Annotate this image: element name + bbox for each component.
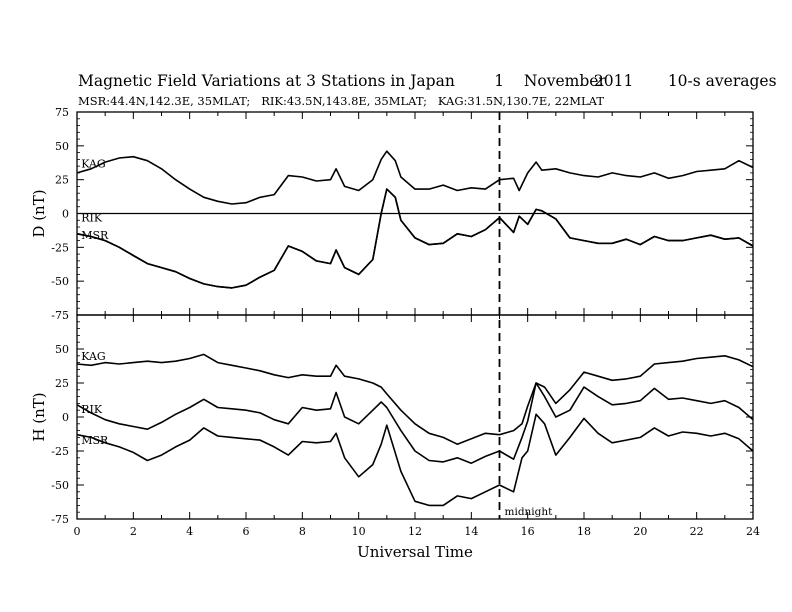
- y-tick-label: 75: [55, 106, 69, 119]
- station-label-rik: RIK: [81, 403, 103, 416]
- series-line-msr: [76, 413, 754, 507]
- x-tick-label: 14: [464, 525, 478, 538]
- title-averaging: 10-s averages: [667, 72, 777, 90]
- y-tick-label: 25: [55, 174, 69, 187]
- series-line-kag: [76, 150, 754, 205]
- y-tick-label: 0: [62, 411, 69, 424]
- x-tick-label: 16: [521, 525, 535, 538]
- x-tick-label: 20: [633, 525, 647, 538]
- station-label-msr: MSR: [81, 229, 109, 242]
- station-label-kag: KAG: [81, 350, 106, 363]
- series-line-rik: [76, 382, 754, 465]
- x-tick-label: 12: [408, 525, 422, 538]
- y-axis-label-bottom: H (nT): [30, 392, 48, 441]
- x-tick-label: 2: [130, 525, 137, 538]
- x-tick-label: 0: [74, 525, 81, 538]
- y-tick-label: 0: [62, 208, 69, 221]
- series-line-kag: [76, 353, 754, 446]
- title-day: 1: [494, 72, 505, 90]
- midnight-label: midnight: [505, 506, 554, 518]
- station-label-msr: MSR: [81, 434, 109, 447]
- y-tick-label: -75: [51, 309, 69, 322]
- station-label-kag: KAG: [81, 157, 106, 170]
- y-tick-label: -75: [51, 513, 69, 526]
- y-tick-label: 50: [55, 343, 69, 356]
- x-tick-label: 4: [186, 525, 193, 538]
- x-tick-label: 24: [746, 525, 760, 538]
- x-tick-label: 22: [690, 525, 704, 538]
- panel-frame-bottom: [76, 314, 754, 520]
- y-tick-label: 25: [55, 377, 69, 390]
- x-axis-label: Universal Time: [357, 543, 473, 561]
- y-axis-label-top: D (nT): [30, 189, 48, 237]
- title-text: Magnetic Field Variations at 3 Stations …: [78, 72, 455, 90]
- chart-title: Magnetic Field Variations at 3 Stations …: [78, 72, 777, 90]
- y-tick-label: -25: [51, 241, 69, 254]
- station-coordinates: MSR:44.4N,142.3E, 35MLAT; RIK:43.5N,143.…: [78, 94, 605, 108]
- y-tick-label: -50: [51, 275, 69, 288]
- x-tick-label: 8: [299, 525, 306, 538]
- x-tick-label: 6: [243, 525, 250, 538]
- series-line-msr: [76, 188, 754, 289]
- x-tick-label: 10: [352, 525, 366, 538]
- station-label-rik: RIK: [81, 212, 103, 225]
- x-tick-label: 18: [577, 525, 591, 538]
- title-year: 2011: [593, 72, 634, 90]
- y-tick-label: 50: [55, 140, 69, 153]
- y-tick-label: -25: [51, 445, 69, 458]
- y-tick-label: -50: [51, 479, 69, 492]
- title-month: November: [523, 72, 606, 90]
